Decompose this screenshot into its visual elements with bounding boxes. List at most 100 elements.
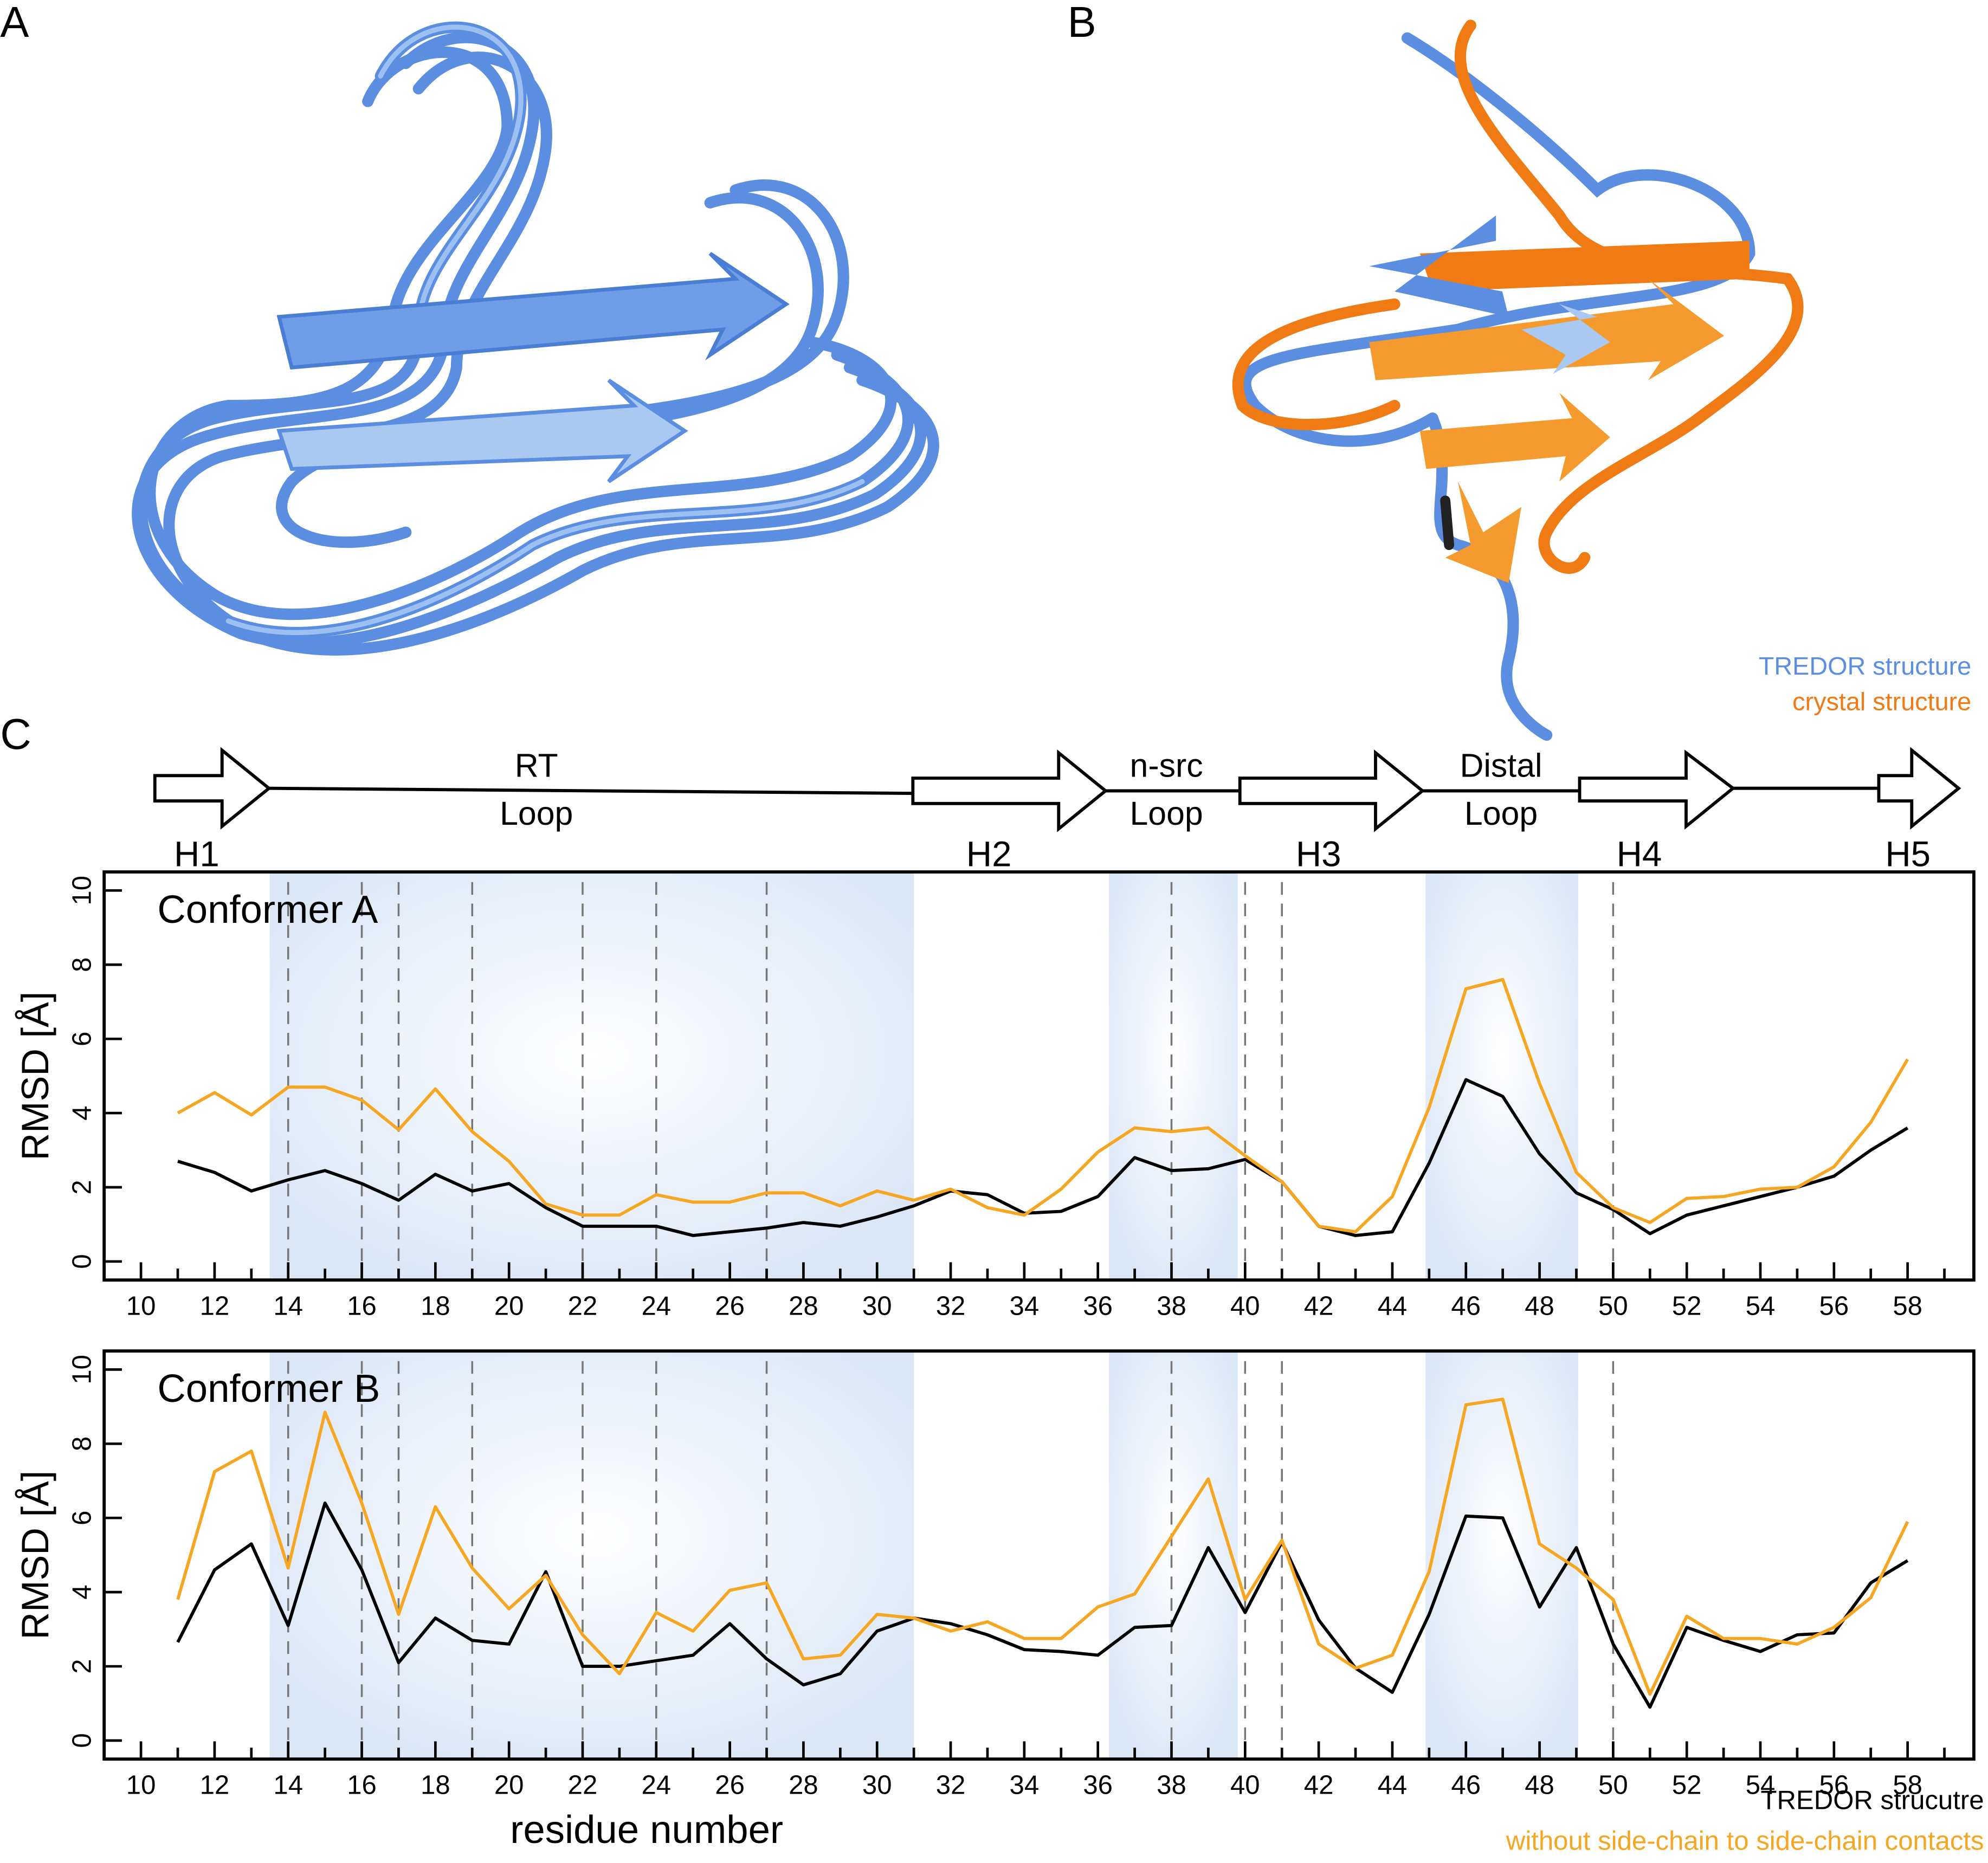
x-tick-label: 58 — [1893, 1292, 1922, 1321]
strand-label: H3 — [1296, 834, 1341, 874]
x-tick-label: 50 — [1598, 1771, 1628, 1800]
chart-title: Conformer B — [157, 1367, 380, 1411]
x-tick-label: 14 — [273, 1292, 303, 1321]
x-tick-label: 10 — [126, 1771, 156, 1800]
x-tick-label: 30 — [862, 1771, 892, 1800]
x-tick-label: 48 — [1525, 1292, 1554, 1321]
x-tick-label: 48 — [1525, 1771, 1554, 1800]
x-tick-label: 46 — [1451, 1771, 1481, 1800]
x-tick-label: 34 — [1010, 1771, 1040, 1800]
x-tick-label: 12 — [200, 1292, 230, 1321]
x-tick-label: 30 — [862, 1292, 892, 1321]
x-tick-label: 52 — [1672, 1292, 1702, 1321]
structure-overlay — [1232, 20, 1804, 741]
plot-frame — [102, 870, 1976, 1282]
shaded-region — [1109, 1351, 1238, 1760]
topology-diagram — [153, 747, 1961, 832]
strand-label: H4 — [1617, 834, 1662, 874]
x-tick-label: 14 — [273, 1771, 303, 1800]
x-tick-label: 26 — [715, 1771, 745, 1800]
x-axis-label: residue number — [510, 1808, 783, 1852]
plot-frame — [102, 1349, 1976, 1761]
x-tick-label: 20 — [494, 1771, 524, 1800]
shaded-region — [269, 1351, 914, 1760]
y-tick-label: 8 — [68, 1437, 97, 1451]
strand-label: H5 — [1885, 834, 1931, 874]
y-tick-label: 4 — [68, 1105, 97, 1120]
y-tick-label: 4 — [68, 1584, 97, 1599]
data-line — [176, 1501, 1909, 1709]
x-tick-label: 42 — [1304, 1771, 1334, 1800]
x-tick-label: 34 — [1010, 1292, 1040, 1321]
data-line — [176, 1398, 1909, 1696]
y-tick-label: 6 — [68, 1032, 97, 1046]
x-tick-label: 18 — [421, 1771, 450, 1800]
x-tick-label: 56 — [1819, 1771, 1849, 1800]
charts: 10 12 14 16 18 20 22 24 26 28 30 32 34 36 38 40 42 44 46 48… — [14, 870, 1984, 1856]
y-axis-label: RMSD [Å] — [14, 992, 56, 1161]
x-tick-label: 26 — [715, 1292, 745, 1321]
loop-label: RT — [515, 747, 558, 784]
x-tick-label: 38 — [1157, 1292, 1186, 1321]
loop-label: Loop — [1464, 795, 1538, 832]
loop-label: n-src — [1130, 747, 1203, 784]
legend-text: crystal structure — [1792, 687, 1971, 715]
structure-ensemble — [132, 21, 939, 656]
x-tick-label: 36 — [1083, 1292, 1113, 1321]
y-tick-label: 10 — [68, 1355, 97, 1385]
x-tick-label: 12 — [200, 1771, 230, 1800]
x-tick-label: 24 — [641, 1771, 671, 1800]
shaded-region — [269, 872, 914, 1280]
data-line — [177, 978, 1909, 1234]
y-axis-label: RMSD [Å] — [14, 1471, 56, 1640]
legend-entry: TREDOR strucutre — [1761, 1786, 1984, 1815]
x-tick-label: 52 — [1672, 1771, 1702, 1800]
shaded-region — [1425, 872, 1578, 1280]
y-tick-label: 2 — [68, 1180, 97, 1194]
x-tick-label: 36 — [1083, 1771, 1113, 1800]
x-tick-label: 22 — [568, 1771, 598, 1800]
x-tick-label: 56 — [1819, 1292, 1849, 1321]
x-tick-label: 38 — [1157, 1771, 1186, 1800]
y-tick-label: 8 — [68, 958, 97, 972]
x-tick-label: 40 — [1230, 1771, 1260, 1800]
x-tick-label: 20 — [494, 1292, 524, 1321]
y-tick-label: 6 — [68, 1511, 97, 1525]
strand-label: H2 — [966, 834, 1012, 874]
y-tick-label: 0 — [68, 1254, 97, 1269]
chart-title: Conformer A — [157, 888, 378, 932]
x-tick-label: 18 — [421, 1292, 450, 1321]
x-tick-label: 50 — [1598, 1292, 1628, 1321]
x-tick-label: 40 — [1230, 1292, 1260, 1321]
x-tick-label: 44 — [1378, 1771, 1408, 1800]
y-tick-label: 10 — [68, 876, 97, 905]
x-tick-label: 58 — [1893, 1771, 1922, 1800]
x-tick-label: 54 — [1746, 1771, 1776, 1800]
x-tick-label: 22 — [568, 1292, 598, 1321]
x-tick-label: 46 — [1451, 1292, 1481, 1321]
legend-text: TREDOR structure — [1759, 652, 1971, 680]
x-tick-label: 32 — [936, 1292, 966, 1321]
y-tick-label: 0 — [68, 1733, 97, 1748]
panel-label: A — [0, 0, 29, 46]
x-tick-label: 16 — [347, 1292, 377, 1321]
x-tick-label: 54 — [1746, 1292, 1776, 1321]
loop-label: Loop — [1129, 795, 1203, 832]
x-tick-label: 44 — [1378, 1292, 1408, 1321]
x-tick-label: 16 — [347, 1771, 377, 1800]
strand-label: H1 — [174, 834, 220, 874]
x-tick-label: 10 — [126, 1292, 156, 1321]
x-tick-label: 42 — [1304, 1292, 1334, 1321]
loop-label: Loop — [500, 795, 573, 832]
panel-label: C — [0, 710, 31, 758]
panel-label: B — [1068, 0, 1096, 46]
y-tick-label: 2 — [68, 1659, 97, 1673]
data-line — [177, 1078, 1909, 1237]
legend-entry: without side-chain to side-chain contact… — [1506, 1827, 1984, 1856]
x-tick-label: 32 — [936, 1771, 966, 1800]
x-tick-label: 28 — [789, 1771, 818, 1800]
shaded-region — [1109, 872, 1238, 1280]
loop-label: Distal — [1460, 747, 1542, 784]
x-tick-label: 24 — [641, 1292, 671, 1321]
